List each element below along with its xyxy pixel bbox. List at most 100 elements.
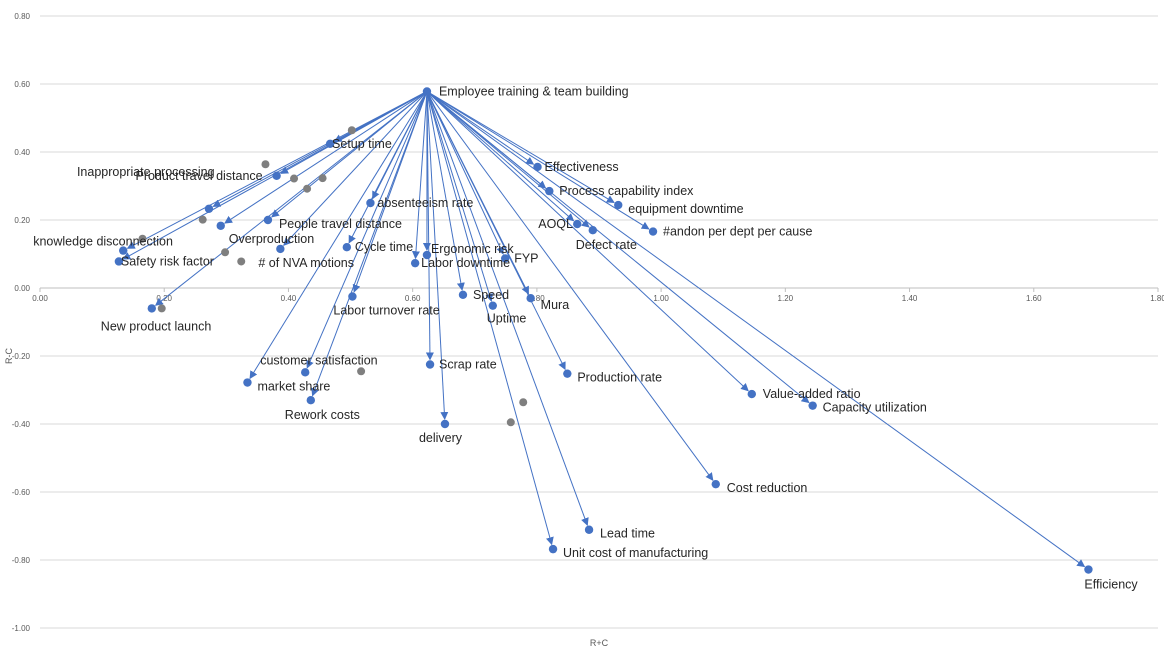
data-points: [114, 87, 1093, 574]
secondary-point: [198, 215, 207, 224]
arrow: [224, 91, 428, 224]
data-point: [366, 198, 375, 208]
data-point: [243, 378, 252, 387]
y-tick-label: 0.80: [14, 12, 30, 21]
x-tick-labels: 0.000.200.400.600.801.001.201.401.601.80: [32, 288, 1164, 303]
data-point: [276, 244, 285, 254]
point-label: Scrap rate: [439, 358, 497, 372]
y-tick-label: 0.00: [14, 284, 30, 293]
arrow: [426, 91, 589, 526]
data-point: [440, 419, 450, 429]
y-tick-label: -0.40: [12, 420, 31, 429]
point-label: absenteeism rate: [377, 196, 473, 210]
point-label: Cycle time: [355, 240, 413, 254]
data-point: [301, 368, 310, 377]
data-point: [711, 479, 720, 489]
arrow: [425, 91, 434, 361]
data-point: [1084, 565, 1093, 574]
point-label: Unit cost of manufacturing: [563, 546, 708, 560]
arrow: [426, 91, 504, 255]
point-label: FYP: [514, 251, 538, 265]
arrow: [426, 91, 714, 481]
x-tick-label: 1.40: [902, 294, 918, 303]
data-point: [488, 301, 497, 310]
arrow: [311, 91, 428, 397]
point-label: Production rate: [577, 371, 662, 385]
arrow: [249, 91, 428, 380]
point-label: delivery: [419, 431, 463, 445]
point-label: Labor downtime: [421, 256, 510, 270]
arrow: [426, 91, 465, 291]
data-point: [808, 401, 817, 410]
point-label: Process capability index: [559, 184, 694, 198]
x-tick-label: 0.00: [32, 294, 48, 303]
arrow: [306, 91, 428, 369]
arrow: [426, 91, 449, 421]
point-label: Ergonomic risk: [431, 242, 514, 256]
point-label: equipment downtime: [628, 202, 743, 216]
data-point: [526, 294, 535, 303]
point-label: Mura: [541, 298, 570, 312]
y-tick-label: -0.80: [12, 556, 31, 565]
data-point: [533, 162, 542, 172]
x-tick-label: 1.60: [1026, 294, 1042, 303]
arrow: [426, 91, 810, 404]
data-point: [119, 246, 128, 255]
point-label: Cost reduction: [727, 481, 808, 495]
secondary-point: [290, 174, 299, 183]
x-tick-label: 1.20: [778, 294, 794, 303]
data-point: [410, 258, 420, 268]
point-label: Uptime: [487, 312, 527, 326]
y-tick-label: -1.00: [12, 624, 31, 633]
data-point: [216, 221, 225, 230]
data-point: [563, 369, 572, 378]
point-label: Speed: [473, 288, 509, 302]
secondary-point: [138, 234, 147, 243]
arrow: [411, 91, 428, 260]
point-label: knowledge disconnection: [33, 235, 173, 249]
y-tick-labels: 0.80 0.60 0.40 0.20 0.00 -0.20 -0.40 -0.60 -0.80…: [12, 12, 31, 633]
secondary-point: [347, 126, 356, 135]
point-label: Setup time: [332, 137, 392, 151]
data-point: [573, 219, 582, 229]
data-point: [425, 360, 435, 369]
arrow: [426, 91, 615, 203]
secondary-points: [138, 126, 528, 427]
arrow: [426, 91, 1086, 568]
data-point: [648, 227, 658, 236]
point-label: Inappropriate processing: [77, 165, 215, 179]
point-label: Effectiveness: [545, 160, 619, 174]
secondary-point: [506, 418, 515, 427]
secondary-point: [303, 184, 312, 193]
point-label: Employee training & team building: [439, 84, 629, 98]
data-point: [588, 226, 597, 235]
point-label: Capacity utilization: [823, 401, 927, 415]
x-tick-label: 0.60: [405, 294, 421, 303]
data-point: [614, 200, 623, 210]
arrow: [126, 91, 428, 249]
data-point: [204, 204, 214, 213]
data-point: [325, 139, 335, 149]
x-tick-label: 0.80: [529, 294, 545, 303]
arrow: [154, 91, 428, 306]
point-label: People travel distance: [279, 217, 402, 231]
y-tick-label: 0.20: [14, 216, 30, 225]
data-point: [348, 292, 357, 301]
data-point: [747, 389, 756, 399]
secondary-point: [318, 174, 327, 183]
point-label: Labor turnover rate: [333, 304, 439, 318]
y-axis-title: R-C: [4, 348, 14, 364]
data-point: [342, 243, 352, 252]
point-label: #andon per dept per cause: [663, 225, 812, 239]
secondary-point: [221, 248, 230, 257]
point-label: AOQL: [538, 217, 573, 231]
point-label: Efficiency: [1084, 578, 1138, 592]
arrow: [283, 91, 428, 246]
data-point: [501, 254, 510, 263]
arrow: [426, 91, 535, 165]
arrow: [426, 91, 494, 302]
secondary-point: [237, 257, 246, 266]
point-label: market share: [257, 380, 330, 394]
secondary-point: [357, 367, 366, 376]
